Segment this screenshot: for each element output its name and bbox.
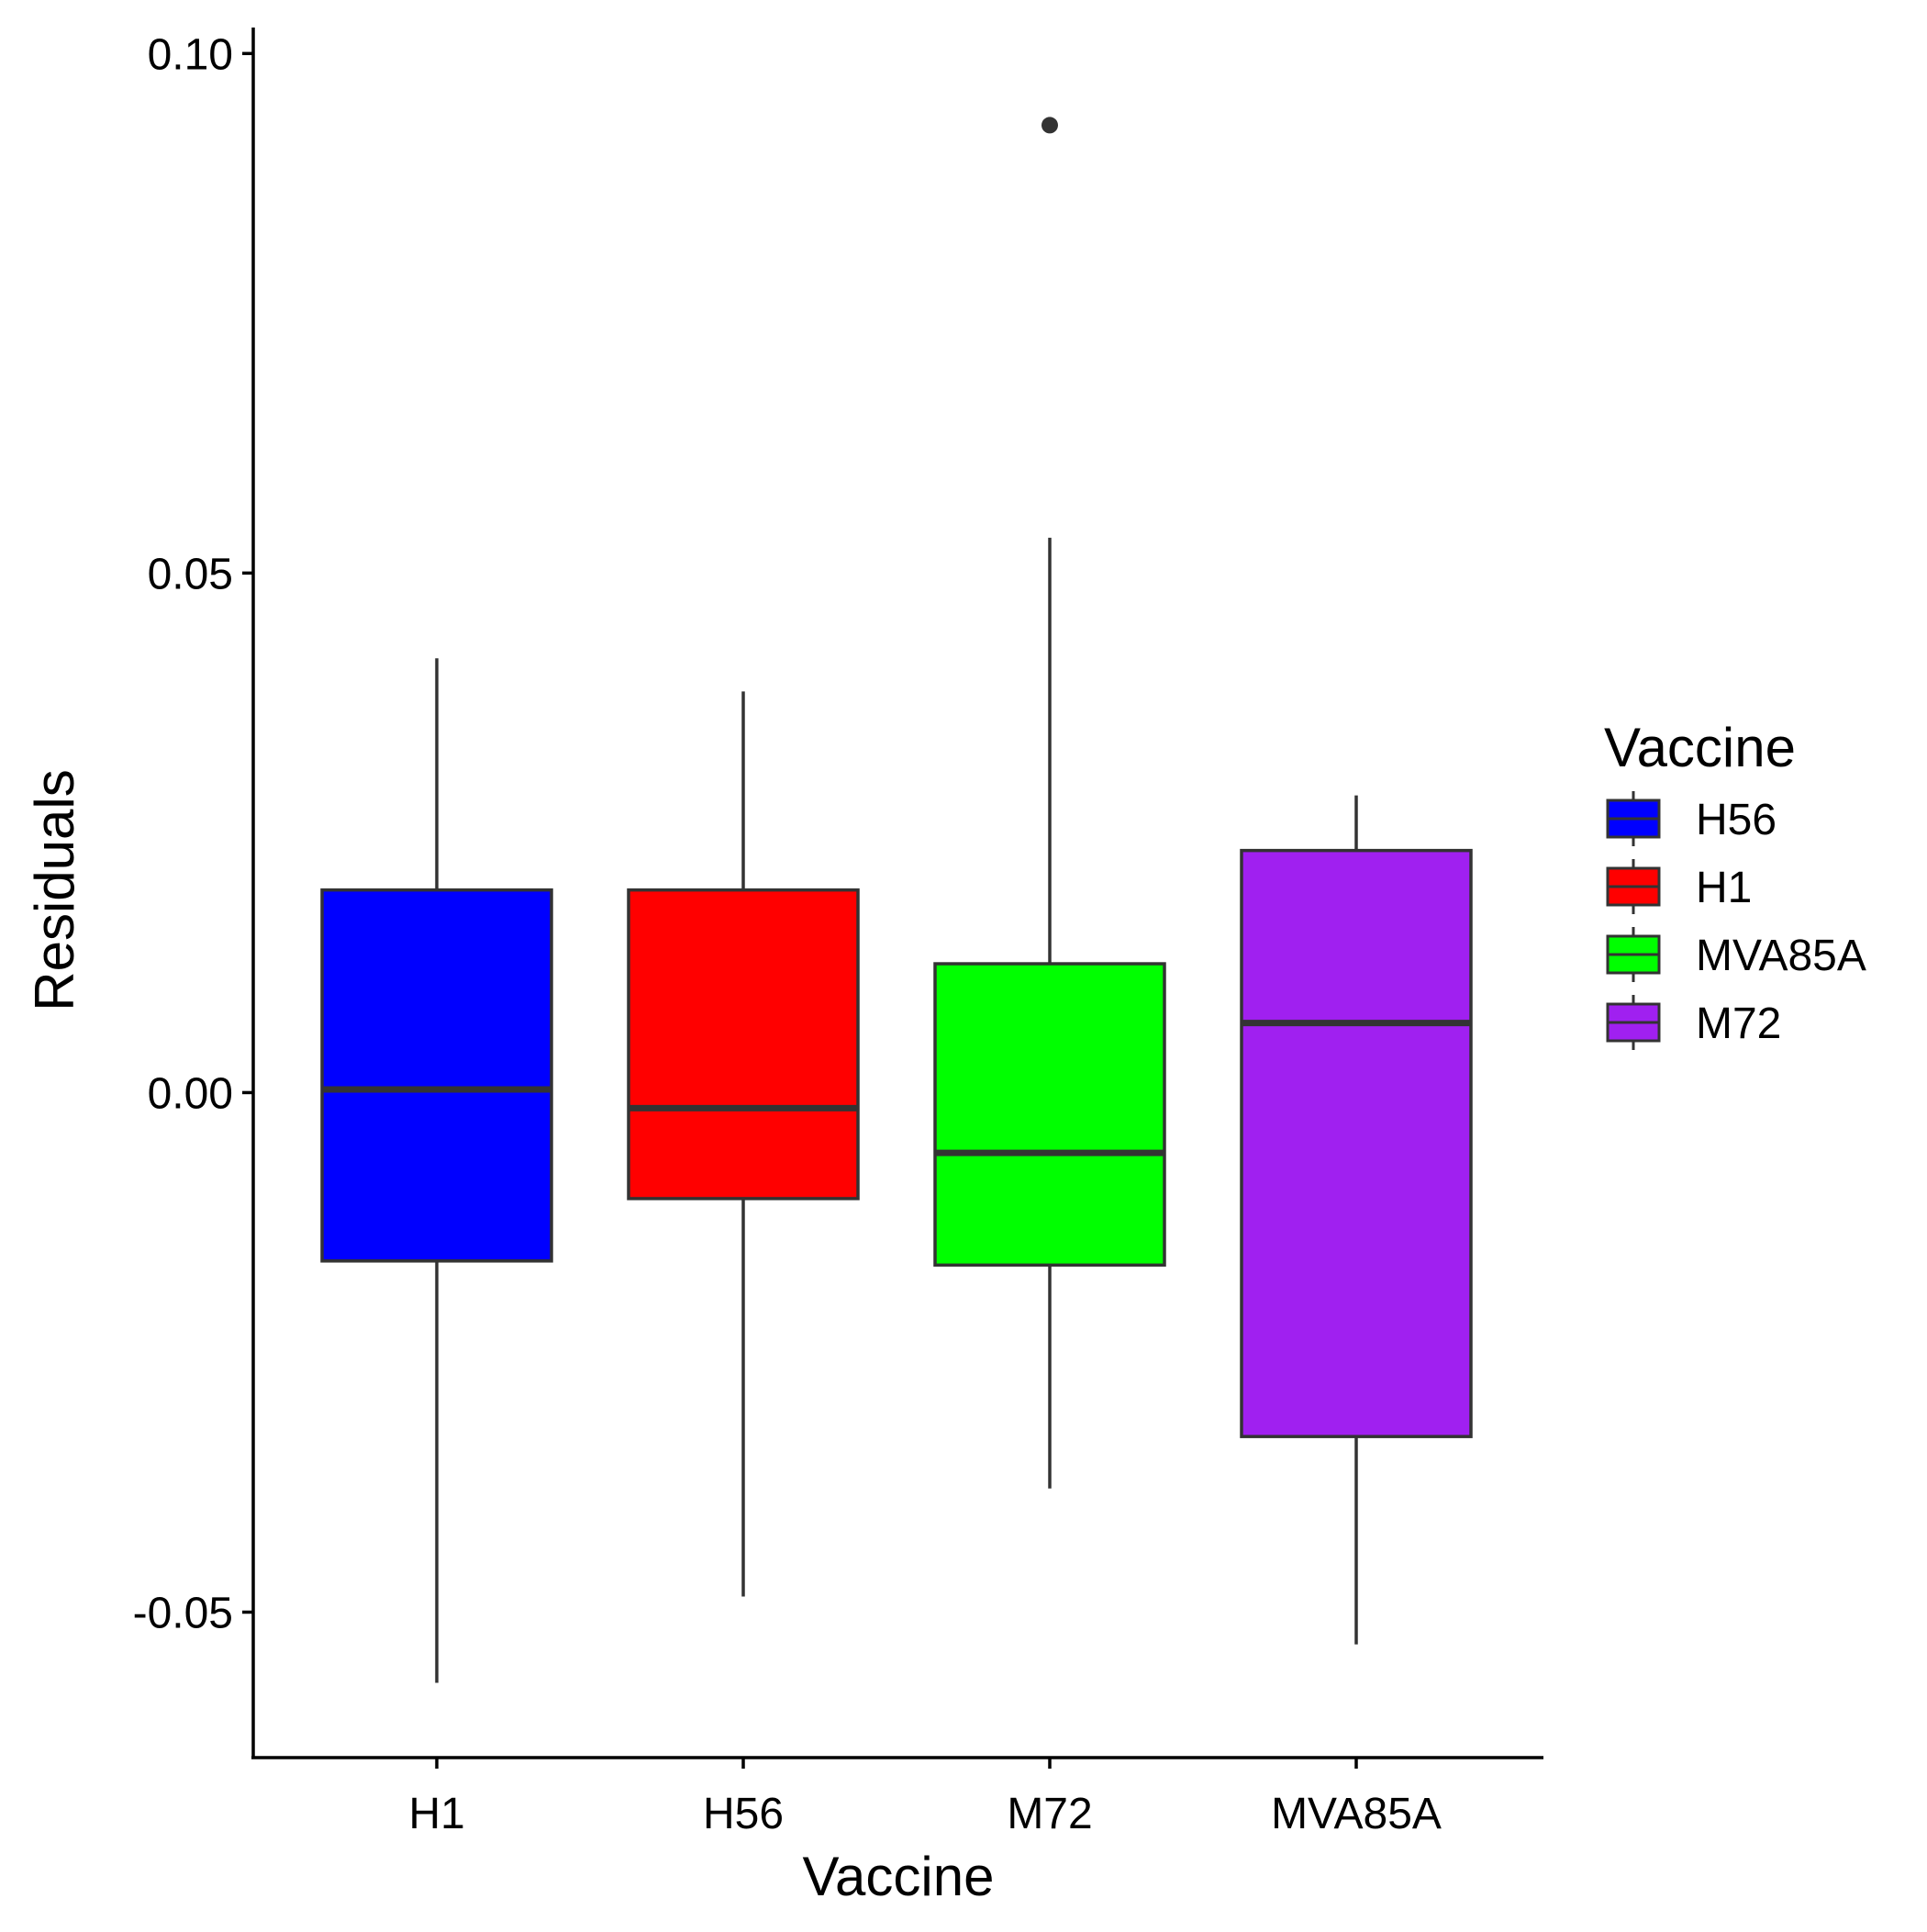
outlier-point <box>1041 117 1058 134</box>
box-rect <box>933 962 1166 1268</box>
boxes-layer <box>320 117 1473 1683</box>
x-tick-label: M72 <box>1007 1790 1092 1838</box>
legend-label: M72 <box>1696 1000 1781 1048</box>
x-tick-label: H56 <box>703 1790 784 1838</box>
x-axis-title: Vaccine <box>802 1846 994 1907</box>
legend-label: H1 <box>1696 864 1752 912</box>
y-tick-label: -0.05 <box>133 1590 233 1638</box>
y-ticks-layer: -0.05 0.00 0.05 0.10 <box>133 30 253 1638</box>
legend-label: H56 <box>1696 796 1777 844</box>
y-axis-title: Residuals <box>24 769 85 1011</box>
box-M72 <box>933 117 1166 1489</box>
legend-entry: H1 <box>1606 859 1752 914</box>
box-rect <box>627 888 860 1201</box>
legend-entry: M72 <box>1606 995 1781 1050</box>
x-tick-label: MVA85A <box>1271 1790 1442 1838</box>
legend: Vaccine H56 H1 MVA85A M72 <box>1604 717 1866 1050</box>
axes-layer <box>251 28 1543 1759</box>
box-MVA85A <box>1240 795 1473 1645</box>
box-rect <box>1240 848 1473 1438</box>
y-tick-label: 0.00 <box>148 1069 233 1118</box>
legend-title: Vaccine <box>1604 717 1796 778</box>
y-tick-label: 0.05 <box>148 550 233 598</box>
y-tick-label: 0.10 <box>148 30 233 79</box>
box-rect <box>320 888 553 1263</box>
legend-entry: H56 <box>1606 791 1777 846</box>
legend-entry: MVA85A <box>1606 927 1866 982</box>
x-ticks-layer: H1 H56 M72 MVA85A <box>408 1758 1442 1838</box>
box-H56 <box>627 691 860 1597</box>
x-tick-label: H1 <box>408 1790 464 1838</box>
box-H1 <box>320 658 553 1683</box>
legend-label: MVA85A <box>1696 932 1866 980</box>
